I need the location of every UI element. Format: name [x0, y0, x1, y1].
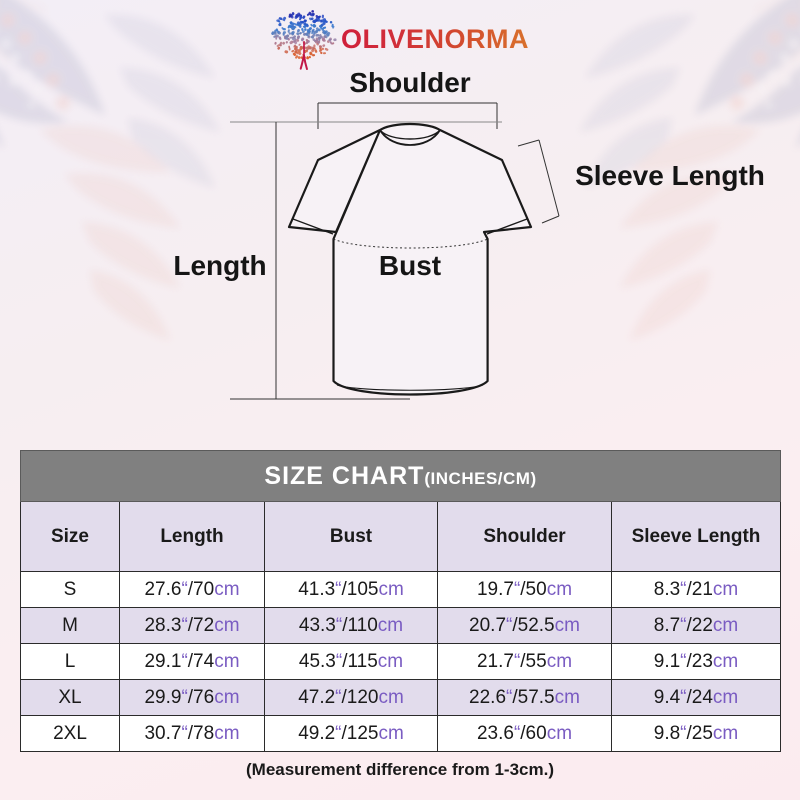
svg-text:Sleeve Length: Sleeve Length: [575, 160, 765, 191]
svg-text:Shoulder: Shoulder: [349, 67, 470, 98]
svg-text:Length: Length: [173, 250, 266, 281]
svg-text:Bust: Bust: [379, 250, 441, 281]
